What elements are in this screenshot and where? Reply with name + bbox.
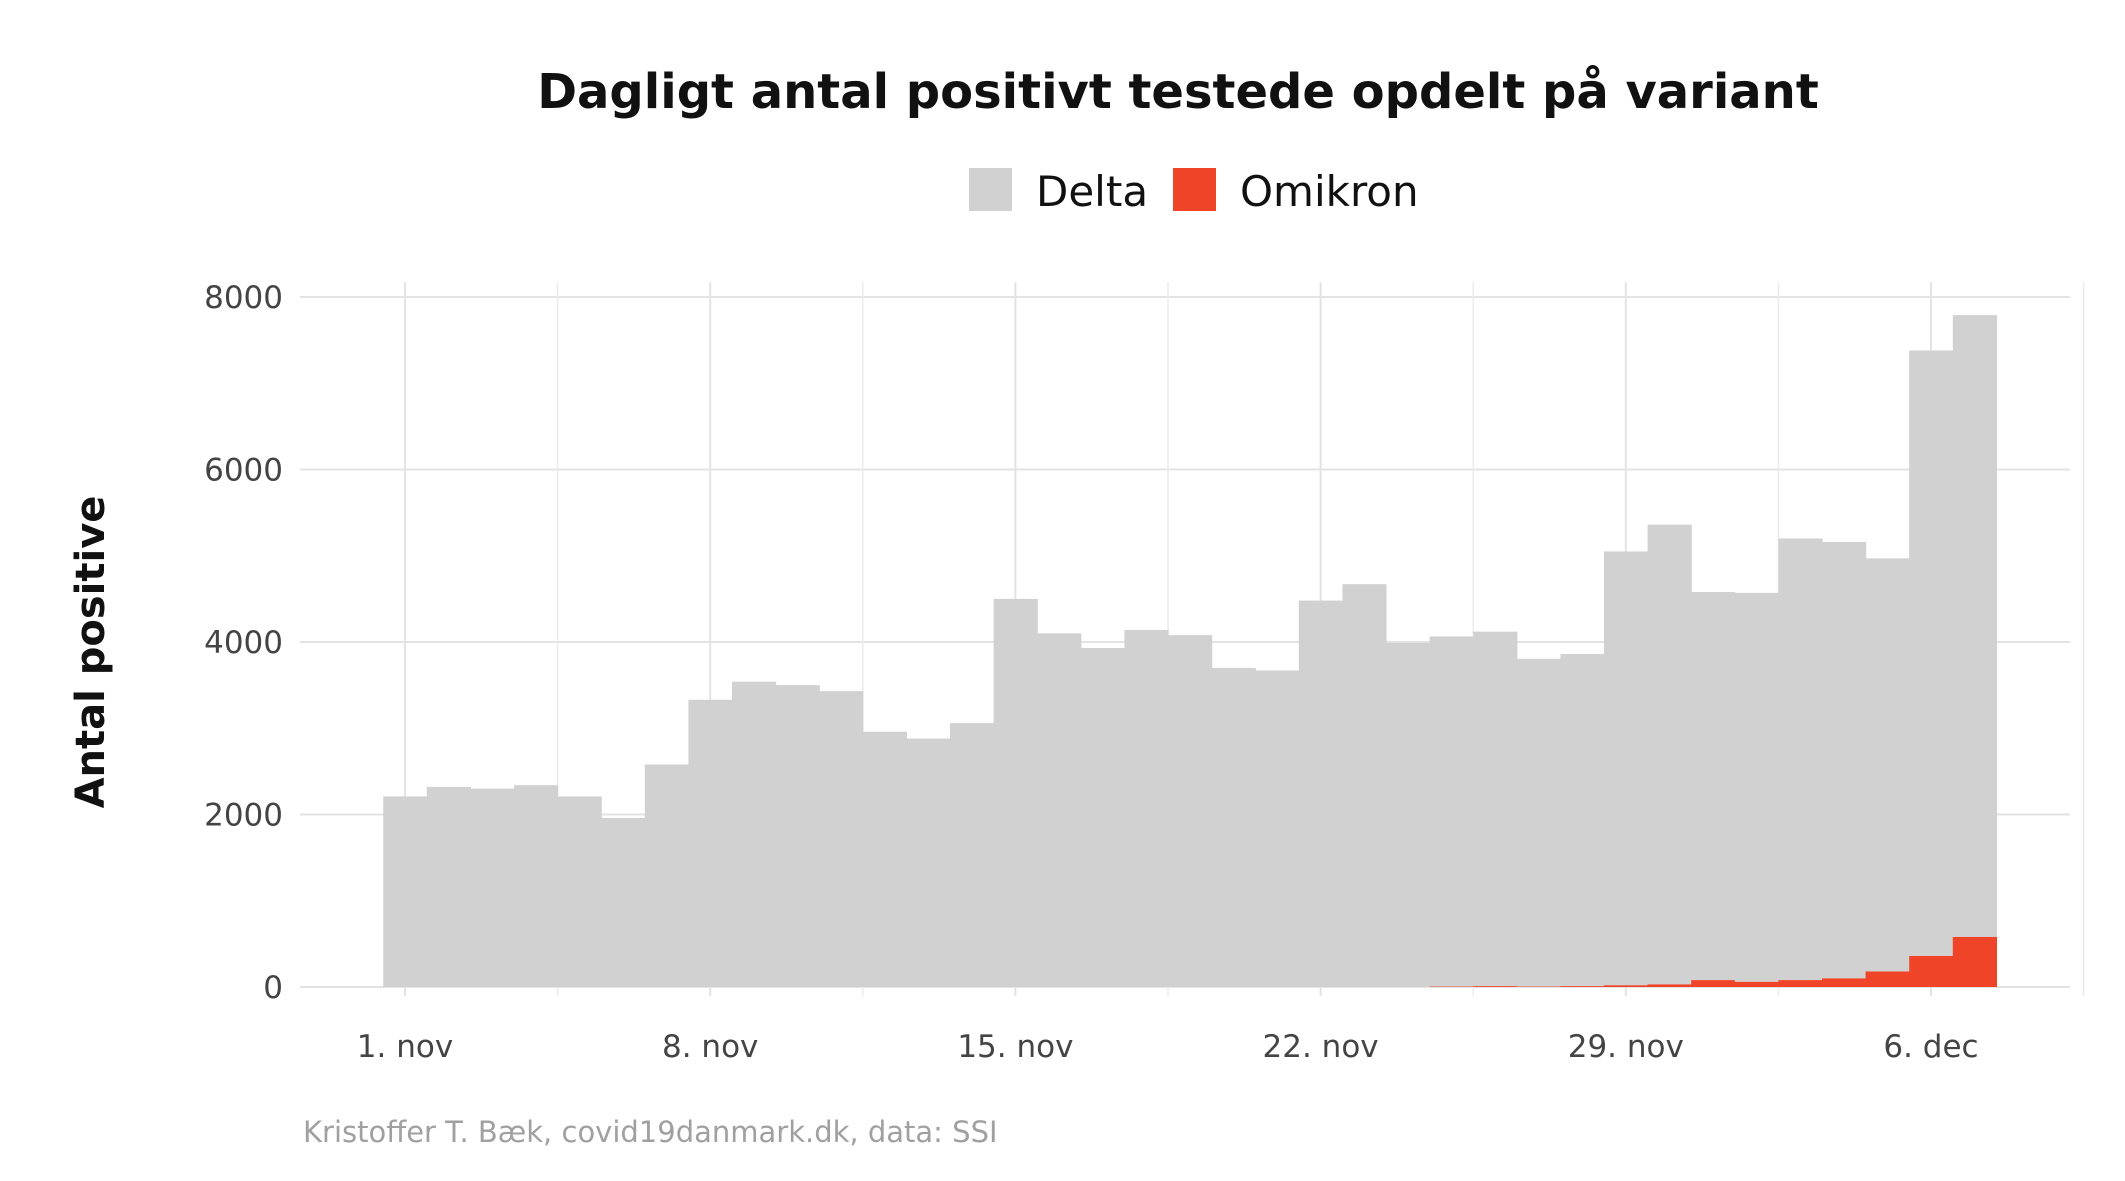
bar-delta (1211, 667, 1256, 987)
bar-delta (1909, 350, 1954, 956)
y-axis-ticks: 0 2000 4000 6000 8000 (204, 280, 283, 1006)
bar-delta (1516, 658, 1561, 987)
bar-delta (819, 691, 864, 987)
bar-delta (993, 598, 1038, 987)
bar-delta (1647, 524, 1692, 985)
bar-delta (557, 796, 602, 987)
y-tick-label: 4000 (204, 625, 283, 661)
bar-omikron (1734, 981, 1779, 987)
bar-delta (775, 685, 820, 987)
y-tick-label: 2000 (204, 798, 283, 834)
bar-delta (1386, 642, 1431, 987)
legend-label-delta: Delta (1036, 167, 1148, 216)
legend-label-omikron: Omikron (1240, 167, 1419, 216)
bar-omikron (1473, 986, 1518, 987)
x-tick-label: 6. dec (1883, 1029, 1978, 1065)
bar-delta (1255, 670, 1300, 987)
y-tick-label: 8000 (204, 280, 283, 316)
bar-omikron (1865, 971, 1910, 987)
caption: Kristoffer T. Bæk, covid19danmark.dk, da… (303, 1115, 998, 1149)
x-tick-label: 22. nov (1263, 1029, 1379, 1065)
x-tick-label: 15. nov (957, 1029, 1073, 1065)
bar-delta (1604, 551, 1649, 986)
bar-delta (1952, 315, 1997, 937)
legend: Delta Omikron (969, 167, 1419, 216)
bar-omikron (1604, 985, 1649, 987)
bar-delta (1342, 584, 1387, 987)
bar-omikron (1560, 986, 1605, 987)
bar-delta (1473, 631, 1518, 987)
bar-delta (1080, 648, 1125, 987)
bar-delta (601, 817, 646, 987)
bar-delta (426, 786, 471, 987)
y-tick-label: 0 (263, 970, 283, 1006)
bar-delta (644, 764, 689, 987)
x-axis-ticks: 1. nov 8. nov 15. nov 22. nov 29. nov 6. dec (357, 1029, 1979, 1065)
legend-swatch-omikron (1173, 168, 1216, 211)
bar-delta (1778, 538, 1823, 981)
bar-delta (732, 681, 777, 987)
bar-delta (1691, 591, 1736, 981)
y-axis-label: Antal positive (68, 496, 114, 809)
bar-delta (1298, 600, 1343, 987)
bar-delta (950, 723, 995, 987)
bar-delta (1822, 541, 1867, 979)
bar-omikron (1909, 955, 1954, 987)
y-tick-label: 6000 (204, 453, 283, 489)
x-tick-label: 8. nov (662, 1029, 758, 1065)
bar-omikron (1647, 984, 1692, 987)
chart-title: Dagligt antal positivt testede opdelt på… (537, 64, 1819, 120)
bar-delta (514, 785, 559, 987)
bar-omikron (1822, 978, 1867, 987)
bar-delta (1168, 635, 1213, 987)
bar-delta (1734, 592, 1779, 982)
bar-delta (470, 788, 515, 987)
bar-delta (1037, 633, 1082, 987)
bar-delta (688, 699, 733, 987)
bar-omikron (1952, 936, 1997, 987)
x-tick-label: 29. nov (1568, 1029, 1684, 1065)
legend-swatch-delta (969, 168, 1012, 211)
bar-delta (383, 796, 428, 987)
bar-omikron (1691, 980, 1736, 987)
x-tick-label: 1. nov (357, 1029, 453, 1065)
bars (383, 315, 1997, 987)
bar-delta (1124, 629, 1169, 987)
bar-delta (1865, 558, 1910, 972)
bar-delta (862, 731, 907, 987)
bar-delta (906, 738, 951, 987)
bar-delta (1429, 636, 1474, 987)
bar-delta (1560, 654, 1605, 987)
bar-omikron (1778, 980, 1823, 987)
